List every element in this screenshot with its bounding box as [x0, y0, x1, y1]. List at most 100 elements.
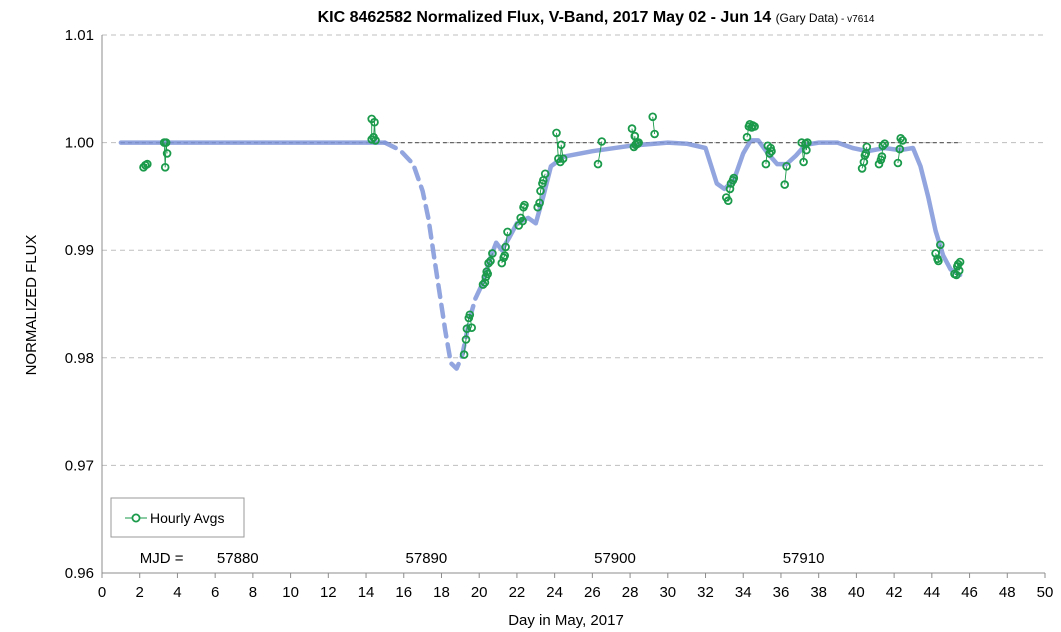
x-tick-label: 22 — [509, 584, 526, 601]
data-point — [893, 158, 903, 168]
x-tick-label: 0 — [98, 584, 106, 601]
axes: 0.960.970.980.991.001.010 2 4 6 8 10 12 14 16 18 2… — [65, 27, 1054, 601]
legend: Hourly Avgs — [110, 497, 245, 538]
x-tick-label: 50 — [1037, 584, 1054, 601]
data-point — [742, 132, 752, 142]
data-point — [465, 310, 475, 320]
x-tick-label: 32 — [697, 584, 714, 601]
data-point — [503, 227, 512, 237]
chart-title-source: (Gary Data) — [776, 11, 839, 25]
y-tick-label: 0.97 — [65, 457, 94, 474]
data-point — [862, 142, 872, 152]
data-point — [486, 256, 495, 266]
data-point — [478, 280, 488, 289]
x-tick-label: 34 — [735, 584, 752, 601]
data-point — [725, 184, 735, 194]
data-point — [767, 146, 776, 156]
x-axis-label: Day in May, 2017 — [508, 612, 624, 629]
mjd-prefix-label: MJD = — [140, 550, 184, 567]
data-point — [500, 251, 510, 260]
data-point — [540, 169, 550, 179]
mjd-value-label: 57900 — [594, 550, 636, 567]
legend-marker-swatch — [131, 513, 141, 523]
y-tick-label: 0.96 — [65, 565, 94, 582]
y-tick-label: 1.01 — [65, 27, 94, 44]
chart-title: KIC 8462582 Normalized Flux, V-Band, 201… — [318, 9, 875, 26]
x-tick-label: 2 — [136, 584, 144, 601]
data-point — [597, 137, 607, 146]
data-point — [648, 112, 657, 122]
data-point — [880, 139, 889, 149]
x-tick-label: 40 — [848, 584, 865, 601]
x-tick-label: 8 — [249, 584, 257, 601]
data-point — [634, 138, 643, 147]
x-tick-label: 18 — [433, 584, 450, 601]
data-point — [367, 135, 377, 144]
data-point — [750, 122, 759, 131]
x-tick-label: 42 — [886, 584, 903, 601]
data-point — [501, 242, 510, 252]
data-point — [955, 257, 965, 267]
data-point — [558, 154, 568, 164]
y-axis-label: NORMALIZED FLUX — [23, 235, 40, 376]
data-point — [797, 138, 806, 147]
data-point — [630, 131, 640, 141]
data-point — [143, 159, 152, 169]
data-point — [874, 159, 884, 169]
data-point — [520, 200, 529, 210]
data-point — [782, 162, 791, 171]
data-point — [535, 198, 544, 208]
y-tick-label: 0.98 — [65, 350, 94, 367]
data-point — [935, 240, 945, 250]
data-point — [467, 323, 477, 333]
mjd-value-label: 57890 — [406, 550, 448, 567]
data-point — [799, 157, 808, 167]
data-point — [462, 324, 472, 334]
data-points-group — [139, 112, 965, 359]
data-point — [934, 256, 943, 266]
chart-title-main: KIC 8462582 Normalized Flux, V-Band, 201… — [318, 9, 776, 26]
x-tick-label: 26 — [584, 584, 601, 601]
data-point — [480, 278, 490, 287]
mjd-annotations: MJD = 57880 57890 57900 57910 — [140, 550, 825, 567]
data-point — [556, 140, 566, 150]
data-point — [371, 136, 380, 145]
x-tick-label: 10 — [282, 584, 299, 601]
data-point — [898, 136, 907, 145]
x-tick-label: 14 — [358, 584, 375, 601]
model-curve-dashed-segment — [382, 140, 478, 371]
data-point — [780, 180, 789, 189]
x-tick-label: 36 — [773, 584, 790, 601]
data-point — [370, 117, 379, 127]
mjd-value-label: 57880 — [217, 550, 259, 567]
y-tick-label: 0.99 — [65, 242, 94, 259]
data-point — [518, 216, 527, 226]
data-point — [954, 266, 964, 275]
x-tick-label: 28 — [622, 584, 639, 601]
data-point — [627, 124, 637, 133]
x-tick-label: 4 — [173, 584, 181, 601]
chart-title-version: - v7614 — [838, 14, 875, 25]
data-point — [483, 269, 493, 279]
data-point — [895, 144, 905, 154]
data-point — [723, 196, 733, 206]
data-point — [488, 249, 497, 258]
data-point — [896, 134, 905, 143]
x-tick-label: 46 — [961, 584, 978, 601]
x-tick-label: 30 — [659, 584, 676, 601]
data-point — [761, 159, 771, 169]
x-tick-label: 20 — [471, 584, 488, 601]
data-point — [877, 152, 887, 161]
data-point — [803, 138, 812, 147]
x-tick-label: 12 — [320, 584, 337, 601]
data-point — [593, 159, 603, 169]
data-point — [160, 163, 170, 172]
series-connector-line — [861, 146, 868, 169]
data-point — [878, 141, 888, 151]
data-point — [533, 202, 542, 212]
model-curve-group — [118, 138, 963, 371]
x-tick-label: 6 — [211, 584, 219, 601]
data-point — [650, 129, 659, 139]
